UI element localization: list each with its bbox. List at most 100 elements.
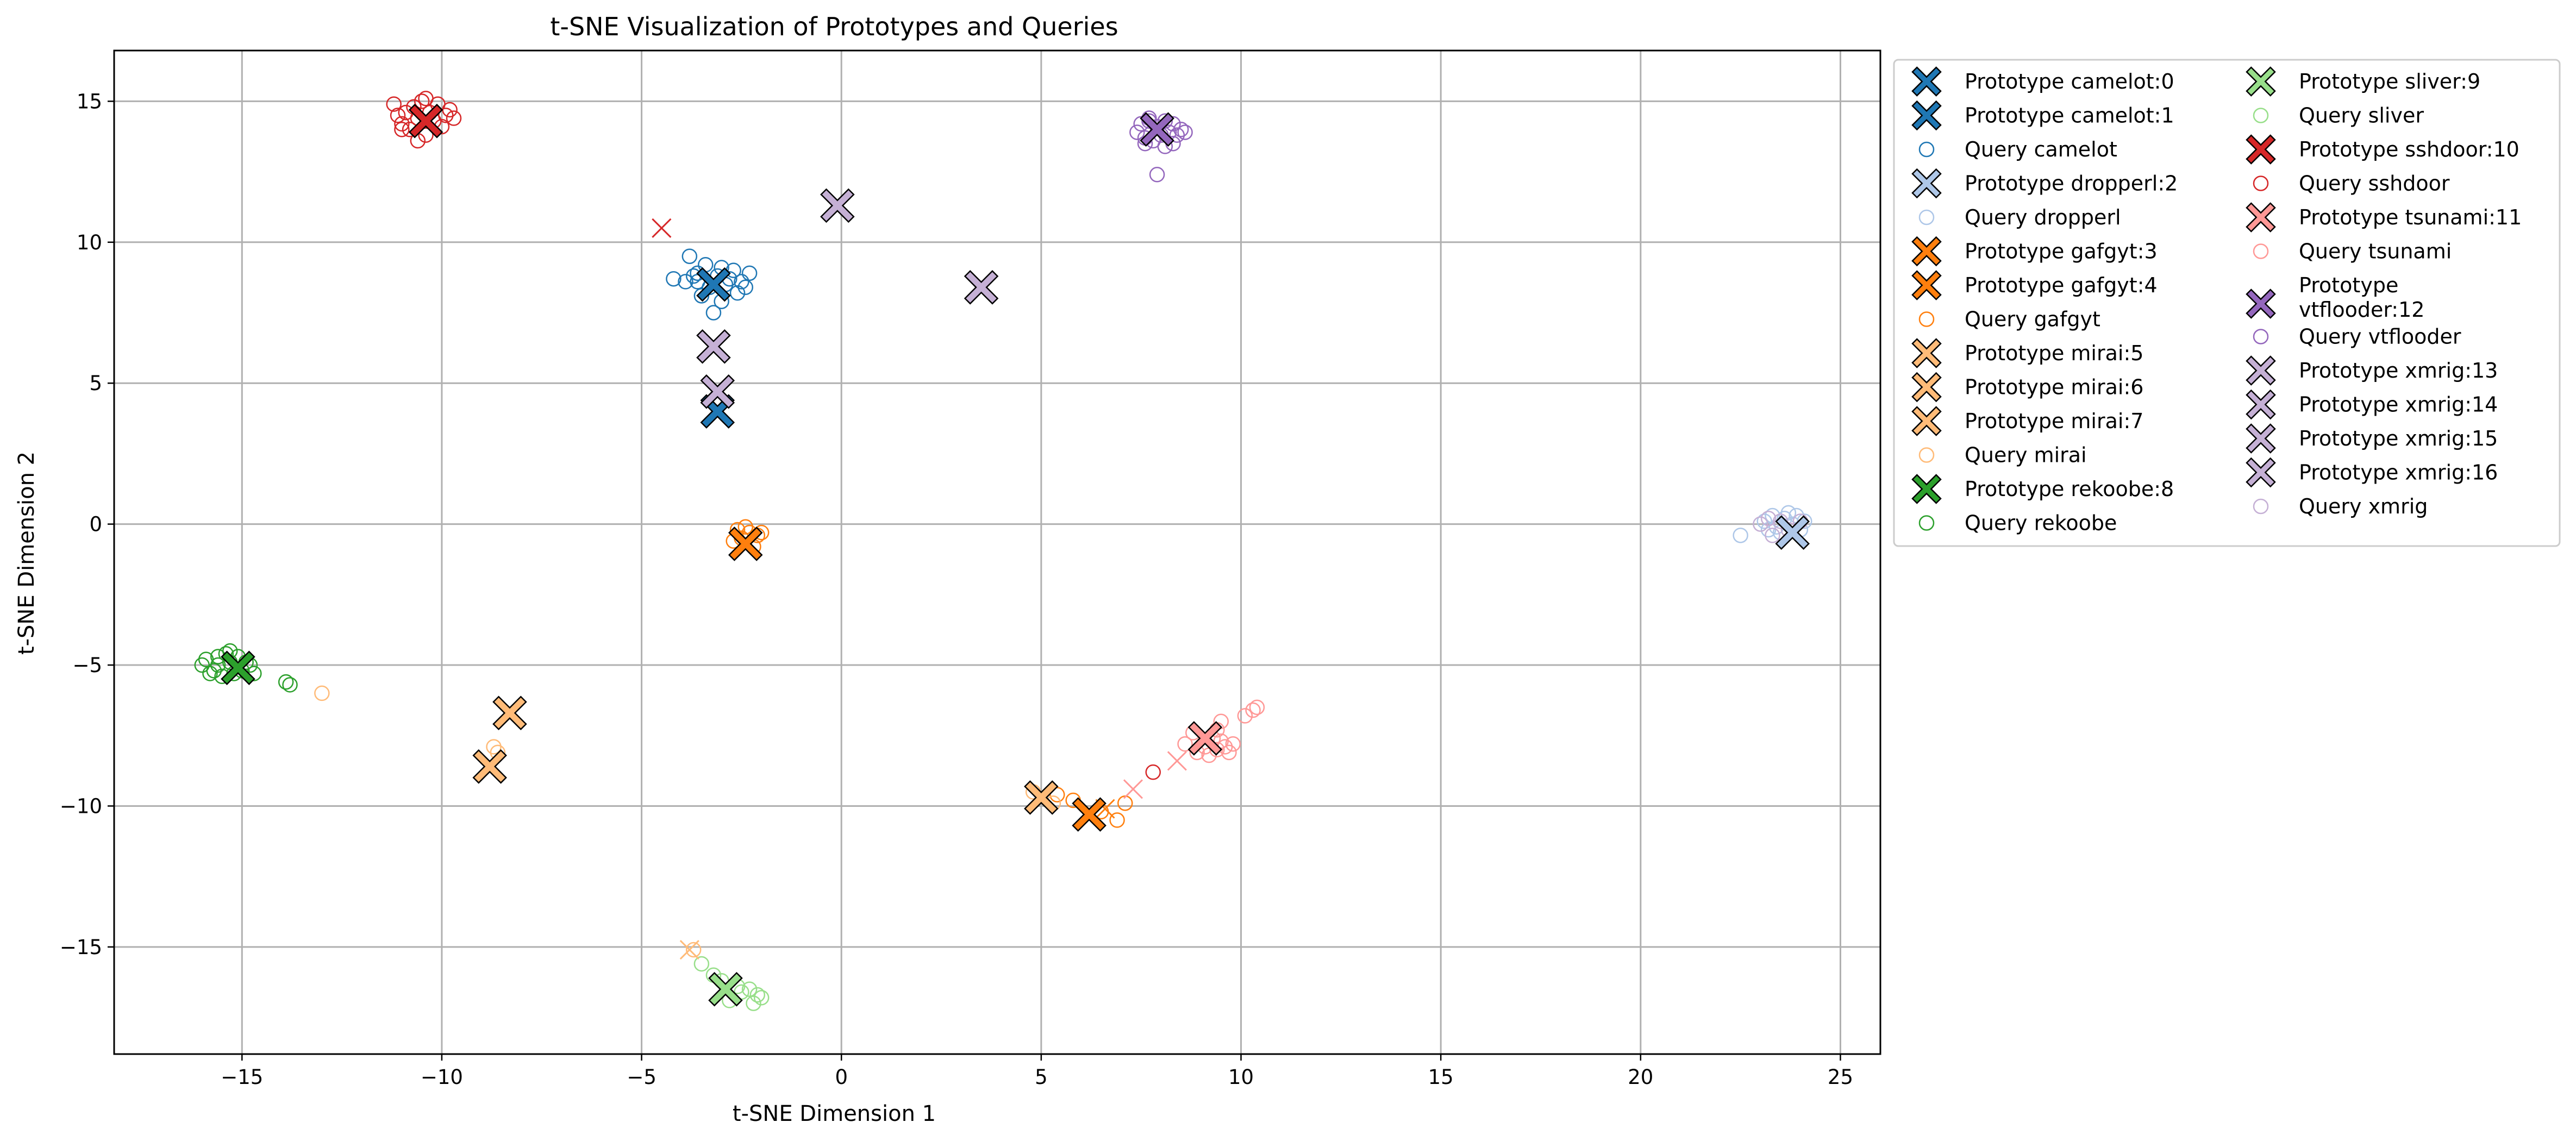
query-point-sshdoor: [390, 108, 406, 123]
query-point-vtflooder: [1177, 124, 1193, 140]
plot-frame: [113, 49, 1881, 1055]
legend-prototype-marker: [2246, 134, 2276, 165]
query-point-sshdoor: [394, 116, 410, 132]
query-point-sliver: [746, 995, 761, 1011]
query-point-xmrig: [1760, 510, 1777, 526]
legend-entry-label: Query sshdoor: [2299, 172, 2450, 196]
legend-prototype-marker: [2246, 355, 2276, 386]
legend-entry-label: Query rekoobe: [1965, 511, 2117, 535]
query-point-vtflooder: [1173, 122, 1189, 137]
y-tick-label: 10: [77, 231, 102, 254]
legend-entry-label: Prototype xmrig:15: [2299, 427, 2498, 450]
legend-prototype-marker: [1911, 474, 1942, 504]
plot-background: [114, 51, 1880, 1054]
query-point-xmrig: [1753, 516, 1768, 532]
legend-query-marker: [1918, 515, 1935, 531]
legend-prototype-marker: [1911, 100, 1942, 131]
prototype-marker-mirai: [472, 749, 507, 784]
query-point-camelot: [666, 271, 681, 287]
legend-query-marker: [2253, 498, 2269, 515]
y-tick-label: 0: [89, 513, 102, 536]
legend-entry-label: Prototype mirai:6: [1965, 375, 2143, 399]
query-point-sshdoor: [446, 110, 462, 126]
query-point-sshdoor: [386, 96, 402, 112]
query-point-tsunami: [1237, 708, 1253, 724]
query-point-rekoobe: [282, 677, 298, 693]
legend-prototype-marker: [2246, 389, 2276, 420]
legend-entry-label: Query sliver: [2299, 104, 2424, 128]
query-point-dropperl: [1733, 528, 1748, 543]
legend-entry-label: Prototype gafgyt:3: [1965, 240, 2158, 264]
query-point-rekoobe: [278, 674, 294, 690]
y-tick-label: 5: [89, 372, 102, 395]
legend-prototype-marker: [2246, 202, 2276, 233]
legend-entry-label: Prototype gafgyt:4: [1965, 273, 2158, 297]
query-point-tsunami: [1225, 736, 1241, 752]
legend-entry-label: Prototype tsunami:11: [2299, 205, 2522, 229]
legend-entry-label: Prototype rekoobe:8: [1965, 477, 2174, 501]
legend-prototype-marker: [1911, 372, 1942, 403]
prototype-marker-xmrig: [696, 329, 731, 364]
query-point-dropperl: [1780, 505, 1797, 521]
query-point-camelot: [737, 279, 754, 296]
query-point-tsunami: [1245, 702, 1261, 718]
y-axis-title: t-SNE Dimension 2: [14, 452, 39, 655]
legend-query-marker: [2253, 243, 2269, 259]
prototype-marker-tsunami: [1187, 721, 1223, 756]
legend-query-marker: [2253, 108, 2269, 123]
legend-entry-label: Prototype xmrig:14: [2299, 393, 2498, 417]
prototype-marker-xmrig: [820, 188, 855, 223]
legend-query-marker: [1918, 209, 1935, 225]
x-marker-tsunami: [1167, 751, 1187, 771]
legend-prototype-marker: [2246, 423, 2276, 454]
prototype-marker-vtflooder: [1140, 112, 1174, 147]
legend-prototype-marker: [1911, 236, 1942, 267]
query-point-camelot: [681, 248, 698, 264]
legend-entry-label: Query vtflooder: [2299, 325, 2461, 349]
query-point-gafgyt: [737, 519, 754, 535]
legend-entry-label: Prototype vtflooder:12: [2299, 273, 2424, 322]
x-tick-label: 25: [1828, 1065, 1853, 1089]
query-point-vtflooder: [1129, 124, 1145, 140]
legend-entry-label: Query tsunami: [2299, 240, 2452, 264]
legend-entry-label: Prototype xmrig:16: [2299, 461, 2498, 485]
query-point-camelot: [729, 285, 746, 301]
query-point-rekoobe: [202, 666, 218, 681]
legend-query-marker: [2253, 329, 2269, 344]
prototype-marker-xmrig: [964, 270, 999, 305]
query-point-mirai: [685, 942, 702, 958]
legend-query-marker: [1918, 447, 1935, 463]
legend-prototype-marker: [2246, 289, 2276, 319]
query-point-vtflooder: [1157, 113, 1173, 129]
legend-prototype-marker: [1911, 338, 1942, 368]
legend-entry-label: Prototype sshdoor:10: [2299, 137, 2519, 161]
prototype-marker-sliver: [708, 971, 743, 1007]
query-point-tsunami: [1221, 744, 1237, 761]
legend-prototype-marker: [1911, 270, 1942, 300]
prototype-marker-gafgyt: [728, 526, 763, 561]
prototype-marker-dropperl: [1775, 515, 1810, 550]
x-marker-sshdoor: [652, 218, 672, 238]
query-point-tsunami: [1209, 742, 1225, 757]
prototype-marker-mirai: [492, 695, 527, 730]
prototype-marker-rekoobe: [221, 650, 255, 685]
query-point-camelot: [693, 288, 710, 304]
x-tick-label: −15: [221, 1065, 263, 1089]
legend-frame: [1893, 59, 2561, 547]
prototype-marker-xmrig: [700, 374, 735, 409]
query-point-sliver: [749, 987, 766, 1003]
query-point-tsunami: [1177, 736, 1193, 752]
query-point-camelot: [741, 265, 758, 281]
legend: Prototype camelot:0 Prototype camelot:1 Qu…: [1893, 59, 2561, 547]
x-tick-label: 15: [1428, 1065, 1454, 1089]
query-point-camelot: [705, 305, 722, 321]
y-tick-label: −10: [60, 794, 102, 818]
x-tick-label: 20: [1628, 1065, 1653, 1089]
query-point-dropperl: [1765, 507, 1780, 524]
legend-query-marker: [1918, 311, 1935, 327]
query-point-rekoobe: [210, 657, 226, 673]
x-tick-label: −5: [627, 1065, 656, 1089]
legend-entry-label: Prototype dropperl:2: [1965, 172, 2178, 196]
query-point-sliver: [693, 956, 710, 972]
